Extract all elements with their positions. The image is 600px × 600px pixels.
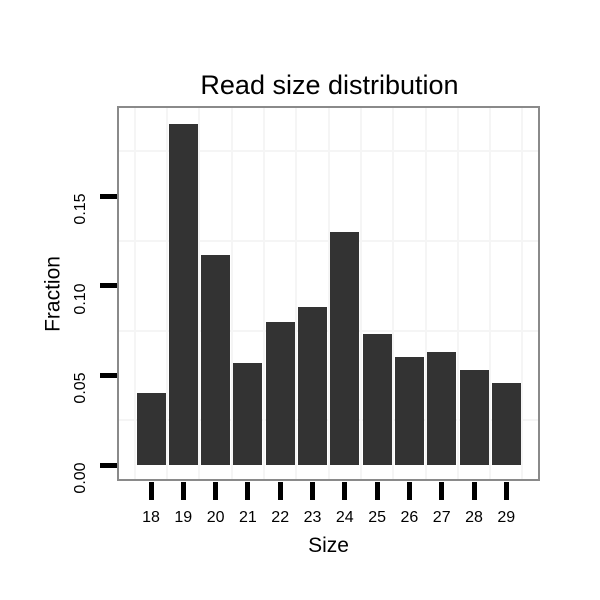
x-minor-gridline [359, 108, 362, 479]
x-minor-gridline [327, 108, 330, 479]
y-tick-label: 0.05 [72, 372, 89, 404]
x-tick-label: 23 [303, 509, 322, 526]
x-tick-label: 25 [368, 509, 386, 526]
y-axis-tick [100, 462, 117, 468]
x-axis-tick [374, 482, 380, 500]
bar-size-18 [136, 393, 166, 465]
x-minor-gridline [295, 108, 298, 479]
x-tick-label: 24 [335, 509, 354, 526]
x-minor-gridline [392, 108, 395, 479]
x-axis-tick [245, 482, 251, 500]
bar-size-24 [330, 231, 360, 465]
x-tick-label: 22 [271, 509, 290, 526]
x-minor-gridline [166, 108, 169, 479]
x-axis-tick [277, 482, 283, 500]
bar-size-25 [362, 334, 392, 465]
x-minor-gridline [456, 108, 459, 479]
x-minor-gridline [263, 108, 266, 479]
x-tick-label: 19 [174, 509, 193, 526]
bar-size-23 [298, 307, 327, 465]
x-minor-gridline [133, 108, 136, 479]
x-axis-tick [148, 482, 154, 500]
x-tick-label: 18 [142, 509, 160, 526]
x-minor-gridline [521, 108, 524, 479]
x-axis-tick [471, 482, 477, 500]
bar-size-21 [233, 362, 263, 465]
x-minor-gridline [198, 108, 201, 479]
y-axis-tick [100, 283, 117, 289]
x-minor-gridline [230, 108, 233, 479]
x-axis-tick [406, 482, 412, 500]
bar-size-20 [201, 255, 231, 465]
bar-size-26 [394, 357, 424, 465]
x-axis-tick [180, 482, 186, 500]
x-minor-gridline [424, 108, 427, 479]
bar-size-22 [265, 321, 295, 465]
x-tick-label: 27 [432, 509, 451, 526]
y-tick-label: 0.10 [72, 283, 89, 315]
chart-title: Read size distribution [200, 70, 459, 100]
x-tick-label: 29 [497, 509, 516, 526]
x-axis-tick [310, 482, 315, 500]
x-tick-label: 26 [400, 509, 419, 526]
bar-size-28 [459, 369, 489, 465]
bar-size-19 [168, 124, 198, 465]
x-axis-tick [439, 482, 445, 500]
bar-size-27 [427, 352, 457, 465]
x-tick-label: 28 [465, 509, 483, 526]
x-tick-label: 20 [206, 509, 225, 526]
y-axis-label: Fraction [41, 256, 65, 332]
x-axis-tick [503, 482, 509, 500]
x-minor-gridline [489, 108, 492, 479]
bar-size-29 [491, 382, 521, 465]
x-tick-label: 21 [238, 509, 257, 526]
x-axis-label: Size [308, 534, 349, 557]
y-tick-label: 0.15 [72, 193, 89, 225]
x-axis-tick [213, 482, 219, 500]
y-tick-label: 0.00 [72, 462, 89, 494]
y-axis-tick [100, 372, 117, 378]
y-axis-tick [100, 193, 117, 199]
plot-panel [117, 106, 540, 481]
x-axis-tick [342, 482, 348, 500]
